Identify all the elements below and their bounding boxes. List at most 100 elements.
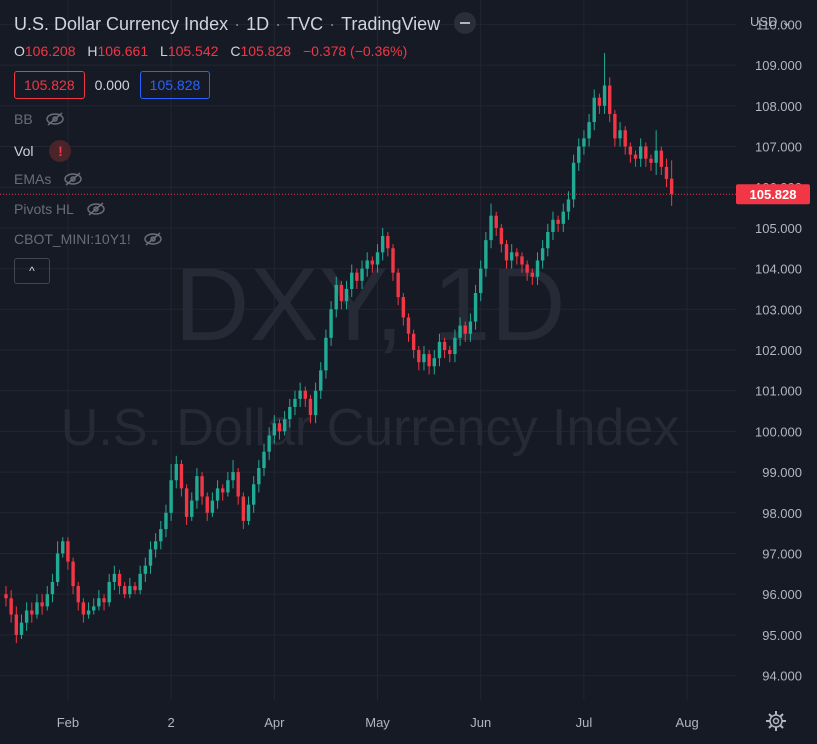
price-tick-label: 99.000: [762, 465, 802, 480]
candle: [535, 252, 540, 285]
candle: [329, 301, 333, 346]
candle-body: [45, 594, 49, 607]
gear-icon[interactable]: [765, 710, 787, 732]
candle-body: [432, 358, 436, 367]
candle-body: [566, 199, 571, 212]
collapse-header-icon[interactable]: [454, 12, 477, 35]
chart-grid: [0, 0, 736, 700]
candle-body: [659, 150, 664, 167]
symbol-name[interactable]: U.S. Dollar Currency Index: [14, 14, 229, 34]
candle-body: [282, 419, 287, 432]
time-axis[interactable]: Feb 2 Apr May Jun Jul Aug: [57, 715, 699, 730]
candle: [458, 317, 462, 346]
indicator-bb-label: BB: [14, 111, 33, 127]
candle: [71, 557, 75, 595]
candle: [128, 577, 132, 599]
indicator-vol[interactable]: Vol !: [14, 140, 72, 162]
candle-body: [391, 248, 395, 273]
warning-icon[interactable]: !: [49, 140, 72, 162]
candle-body: [401, 297, 406, 318]
candle: [241, 492, 246, 530]
candle-body: [246, 504, 251, 521]
candle-body: [190, 500, 194, 517]
candle-body: [669, 178, 674, 195]
candle: [159, 520, 163, 550]
candle-body: [293, 398, 297, 407]
candle-body: [210, 500, 215, 513]
indicator-emas[interactable]: EMAs: [14, 171, 83, 187]
currency-menu[interactable]: USD ⌄: [750, 14, 792, 30]
time-tick-label: May: [365, 715, 390, 730]
indicator-cbot-label: CBOT_MINI:10Y1!: [14, 231, 131, 247]
candle-body: [618, 130, 622, 139]
indicator-pivots[interactable]: Pivots HL: [14, 201, 106, 217]
symbol-header[interactable]: U.S. Dollar Currency Index · 1D · TVC · Tradin…: [14, 12, 477, 36]
candle: [401, 293, 406, 326]
candle-body: [546, 231, 550, 249]
candle-body: [112, 573, 117, 582]
candle: [92, 598, 96, 615]
indicator-cbot[interactable]: CBOT_MINI:10Y1!: [14, 231, 163, 247]
interval-label[interactable]: 1D: [246, 14, 270, 34]
candle: [226, 472, 230, 497]
candle: [365, 252, 369, 277]
price-tick-label: 110.000: [756, 17, 802, 32]
collapse-legend-button[interactable]: ^: [14, 258, 50, 284]
open-value: 106.208: [24, 43, 76, 59]
sell-price-box[interactable]: 105.828: [14, 71, 85, 99]
candle-body: [86, 610, 91, 615]
candle-body: [613, 113, 617, 139]
candle: [76, 581, 80, 611]
candle: [117, 569, 122, 595]
eye-hidden-icon[interactable]: [45, 112, 65, 126]
candle: [473, 284, 478, 330]
candle: [288, 398, 292, 428]
candle-body: [122, 586, 127, 595]
price-axis[interactable]: 110.000109.000108.000107.000106.000105.0…: [755, 17, 802, 683]
eye-hidden-icon[interactable]: [63, 172, 83, 186]
candle: [334, 276, 338, 318]
candle: [360, 260, 364, 289]
eye-hidden-icon[interactable]: [86, 202, 106, 216]
price-tick-label: 97.000: [762, 546, 802, 561]
eye-hidden-icon[interactable]: [143, 232, 163, 246]
candle: [293, 390, 297, 416]
candle-body: [241, 496, 246, 521]
candle-body: [308, 398, 313, 416]
last-price-label: 105.828: [736, 184, 810, 205]
candle-body: [66, 541, 70, 562]
candle: [520, 252, 524, 273]
candle-body: [417, 350, 421, 363]
candle-body: [19, 622, 24, 635]
watermark-name: U.S. Dollar Currency Index: [61, 399, 679, 457]
candle-body: [515, 252, 519, 257]
candle: [375, 244, 380, 273]
candle: [499, 223, 504, 253]
candle: [174, 455, 178, 489]
candle-body: [24, 610, 29, 623]
candle: [370, 256, 375, 273]
candle: [654, 130, 658, 175]
candle-body: [313, 390, 318, 416]
candle-body: [638, 146, 643, 159]
candle-body: [463, 325, 467, 334]
candle-body: [623, 130, 627, 147]
indicator-bb[interactable]: BB: [14, 111, 65, 127]
currency-label: USD: [750, 14, 778, 29]
candle-body: [226, 480, 230, 493]
candle-body: [520, 256, 524, 265]
candle-body: [489, 215, 493, 241]
candle-body: [153, 541, 158, 550]
candle: [587, 113, 591, 147]
candle-body: [499, 227, 504, 245]
candle: [257, 459, 261, 493]
candle-body: [138, 573, 142, 591]
candle-body: [329, 309, 333, 338]
watermark-ticker: DXY, 1D: [174, 247, 565, 363]
candle-body: [473, 293, 478, 322]
candle: [608, 77, 612, 123]
buy-price-box[interactable]: 105.828: [139, 71, 211, 99]
candle: [525, 260, 529, 281]
time-tick-label: Jun: [470, 715, 491, 730]
